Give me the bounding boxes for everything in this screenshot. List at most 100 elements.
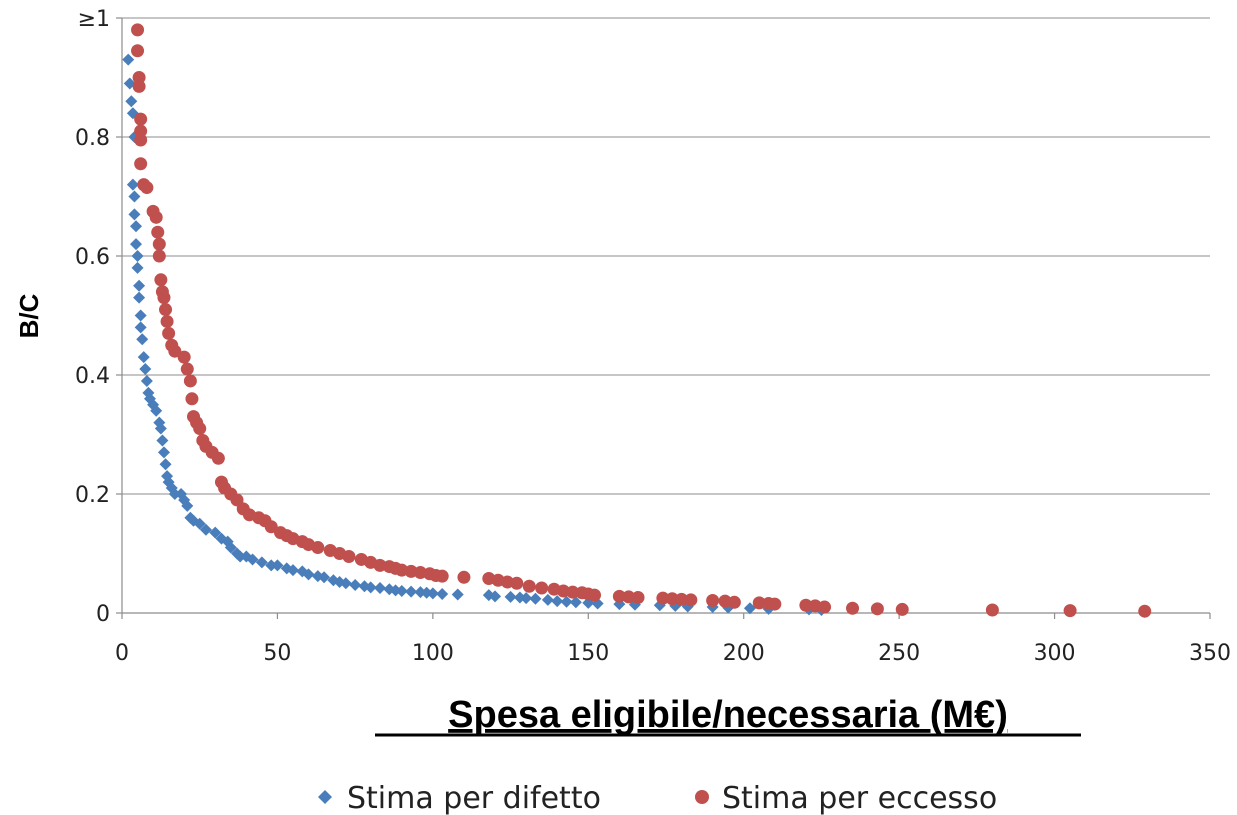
data-point [665,592,679,606]
data-point [846,601,860,615]
data-point [159,458,172,471]
data-point [133,291,146,304]
data-point [134,321,147,334]
series-eccesso [131,23,1152,618]
data-series [122,23,1152,618]
data-point [129,220,142,233]
data-point [675,592,689,606]
x-tick-label: 150 [567,641,609,666]
data-point [743,602,756,615]
data-point [566,585,580,599]
data-point [137,351,150,364]
x-axis-label: Spesa eligibile/necessaria (M€) [448,694,1008,736]
data-point [255,556,268,569]
data-point [529,592,542,605]
data-point [426,587,439,600]
data-point [985,603,999,617]
data-point [520,592,533,605]
y-tick-label: 0.4 [75,364,110,389]
data-point [134,112,148,126]
data-point [551,595,564,608]
data-point [133,279,146,292]
legend: Stima per difetto Stima per eccesso [318,781,997,815]
data-point [131,44,145,58]
data-point [752,596,766,610]
data-point [134,124,148,138]
legend-item-difetto: Stima per difetto [318,781,601,815]
circle-marker-icon [695,790,709,804]
data-point [152,249,166,263]
data-point [168,488,181,500]
data-point [159,303,173,317]
data-point [128,190,141,203]
data-point [457,570,471,584]
data-point [612,589,626,603]
x-tick-labels: 0 50 100 150 200 250 300 350 [115,641,1231,666]
y-axis-label: B/C [14,293,44,338]
data-point [265,559,278,572]
x-tick-label: 250 [878,641,920,666]
data-point [302,568,315,581]
x-tick-label: 300 [1034,641,1076,666]
data-point [224,541,237,554]
data-point [342,549,356,563]
legend-item-eccesso: Stima per eccesso [695,781,997,815]
y-tick-label: ≥1 [78,7,110,32]
data-point [180,362,194,376]
data-point [706,594,720,608]
data-point [150,404,163,417]
data-point [157,446,170,459]
data-point [271,559,284,572]
data-point [541,593,554,606]
y-tick-label: 0.2 [75,483,110,508]
x-tick-label: 200 [723,641,765,666]
data-point [132,71,146,84]
data-point [134,157,148,171]
data-point [395,584,408,597]
y-tick-label: 0 [96,602,110,627]
data-point [560,595,573,608]
data-point [185,392,199,406]
data-point [264,520,278,534]
data-point [157,291,171,305]
data-point [131,261,144,274]
data-point [631,591,645,605]
data-point [177,350,191,364]
data-point [1063,604,1077,618]
data-point [139,363,152,376]
data-point [162,326,176,340]
x-tick-label: 0 [115,641,129,666]
data-point [140,374,153,387]
data-point [168,344,182,358]
data-point [588,588,602,602]
data-point [128,208,141,221]
x-tick-label: 350 [1189,641,1231,666]
data-point [134,133,148,147]
data-point [126,178,139,191]
data-point [199,523,212,536]
data-point [160,314,174,328]
data-point [131,23,145,37]
series-difetto [122,53,828,617]
data-point [622,590,636,604]
data-point [151,225,165,239]
data-point [436,587,449,600]
data-point [818,600,832,614]
x-tick-label: 50 [263,641,291,666]
x-tick-label: 100 [412,641,454,666]
data-point [152,237,166,251]
data-point [132,79,146,93]
data-point [131,250,144,262]
data-point [154,273,168,287]
data-point [149,210,163,224]
data-point [451,588,464,601]
data-point [318,571,331,584]
gridlines [122,17,1210,495]
data-point [895,602,909,616]
data-point [522,579,536,593]
data-point [154,422,167,435]
data-point [504,590,517,603]
data-point [768,597,782,611]
data-point [364,581,377,594]
